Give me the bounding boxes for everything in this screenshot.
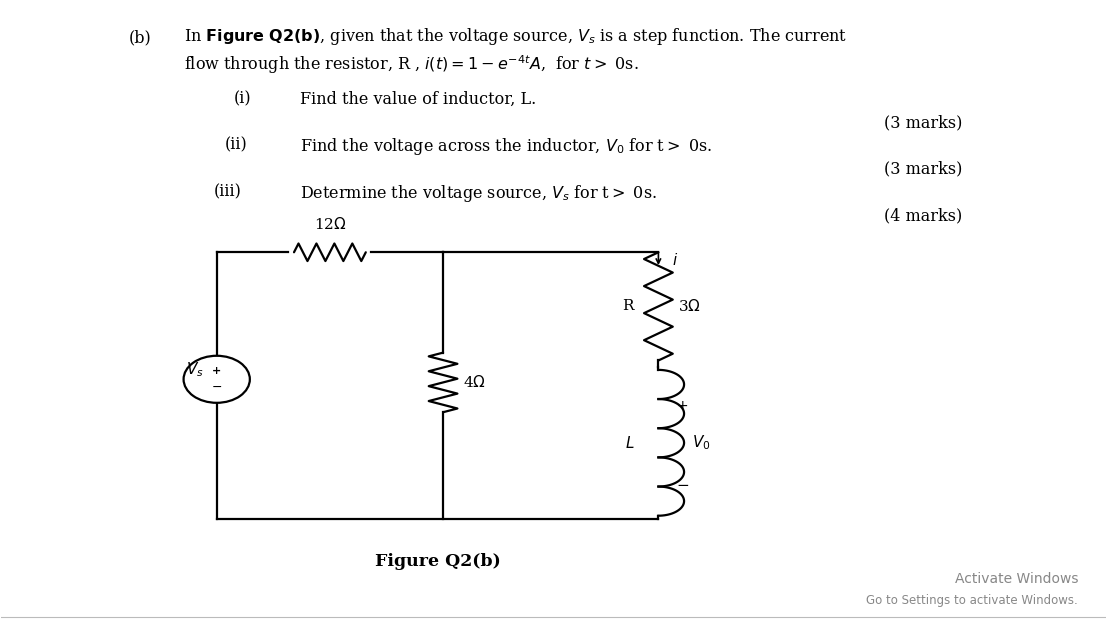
Text: (b): (b) bbox=[128, 30, 152, 47]
Text: Find the value of inductor, L.: Find the value of inductor, L. bbox=[300, 91, 536, 108]
Text: (i): (i) bbox=[234, 91, 251, 108]
Text: (3 marks): (3 marks) bbox=[883, 114, 962, 131]
Text: −: − bbox=[211, 381, 223, 394]
Text: Find the voltage across the inductor, $V_0$ for t$>$ 0s.: Find the voltage across the inductor, $V… bbox=[300, 136, 712, 158]
Text: Determine the voltage source, $V_s$ for t$>$ 0s.: Determine the voltage source, $V_s$ for … bbox=[300, 183, 656, 204]
Text: $i$: $i$ bbox=[672, 252, 677, 268]
Text: (iii): (iii) bbox=[214, 183, 241, 200]
Text: 3$\Omega$: 3$\Omega$ bbox=[679, 299, 701, 314]
Text: Activate Windows: Activate Windows bbox=[954, 572, 1078, 586]
Text: $-$: $-$ bbox=[676, 476, 690, 491]
Text: In $\mathbf{Figure\ Q2(b)}$, given that the voltage source, $V_s$ is a step func: In $\mathbf{Figure\ Q2(b)}$, given that … bbox=[184, 26, 847, 47]
Text: (3 marks): (3 marks) bbox=[883, 160, 962, 177]
Text: flow through the resistor, R , $i(t) = 1-e^{-4t}A$,  for $t>$ 0s.: flow through the resistor, R , $i(t) = 1… bbox=[184, 53, 639, 76]
Text: (4 marks): (4 marks) bbox=[883, 207, 962, 224]
Text: R: R bbox=[622, 299, 634, 313]
Text: +: + bbox=[676, 399, 687, 413]
Text: Figure Q2(b): Figure Q2(b) bbox=[374, 553, 500, 570]
Text: $V_s$: $V_s$ bbox=[186, 360, 204, 379]
Text: +: + bbox=[213, 366, 221, 376]
Text: (ii): (ii) bbox=[225, 136, 247, 153]
Text: 12$\Omega$: 12$\Omega$ bbox=[313, 216, 346, 232]
Text: $V_0$: $V_0$ bbox=[692, 433, 710, 452]
Text: 4$\Omega$: 4$\Omega$ bbox=[463, 374, 486, 391]
Text: Go to Settings to activate Windows.: Go to Settings to activate Windows. bbox=[867, 594, 1078, 607]
Text: $L$: $L$ bbox=[624, 435, 634, 451]
